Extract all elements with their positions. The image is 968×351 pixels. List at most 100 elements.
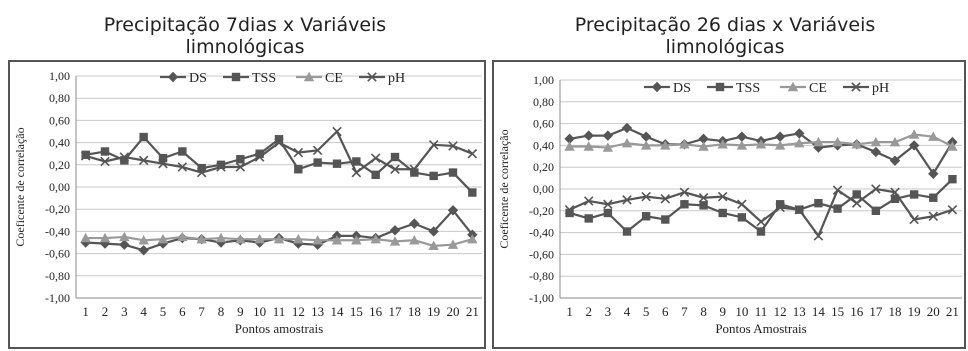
data-point-tss xyxy=(641,212,651,221)
x-tick-label: 3 xyxy=(605,304,612,319)
data-point-ph xyxy=(737,199,747,210)
chart-title-right: Precipitação 26 dias x Variáveis limnoló… xyxy=(574,14,876,58)
data-point-tss xyxy=(139,132,148,142)
data-point-ds xyxy=(583,130,594,141)
data-point-ce xyxy=(717,139,728,149)
data-point-tss xyxy=(699,201,708,210)
data-point-ce xyxy=(235,233,246,244)
data-point-ce xyxy=(947,141,958,151)
data-point-ds xyxy=(889,155,901,166)
data-point-ce xyxy=(293,233,304,244)
data-point-ce xyxy=(273,233,285,244)
x-tick-label: 4 xyxy=(624,304,631,319)
data-point-ph xyxy=(293,147,304,158)
data-point-ph xyxy=(254,152,265,162)
data-point-ph xyxy=(100,156,110,167)
legend-label: DS xyxy=(189,71,207,86)
data-point-tss xyxy=(274,135,284,144)
data-point-ce xyxy=(351,235,362,245)
y-tick-label: -1,00 xyxy=(529,291,554,305)
x-tick-label: 2 xyxy=(102,304,109,319)
legend-label: CE xyxy=(325,71,343,86)
y-tick-label: 0,40 xyxy=(49,136,70,150)
data-point-tss xyxy=(197,163,206,173)
data-point-ph xyxy=(775,202,785,213)
series-ds xyxy=(80,205,478,256)
data-point-ds xyxy=(447,205,459,216)
data-point-tss xyxy=(756,227,766,236)
series-ph xyxy=(80,126,478,178)
legend-label: CE xyxy=(809,81,827,96)
x-tick-label: 21 xyxy=(946,304,959,319)
x-tick-label: 7 xyxy=(681,304,688,319)
y-tick-label: -0,60 xyxy=(529,247,554,261)
data-point-ph xyxy=(428,140,439,150)
x-tick-label: 9 xyxy=(237,304,244,319)
data-point-ph xyxy=(603,199,613,210)
data-point-ce xyxy=(409,235,420,245)
data-point-ce xyxy=(312,235,323,245)
data-point-ce xyxy=(832,136,843,147)
x-tick-label: 9 xyxy=(719,304,726,319)
data-point-ph xyxy=(390,164,400,175)
data-point-ce xyxy=(389,236,401,246)
x-tick-label: 21 xyxy=(466,304,479,319)
y-tick-label: -0,60 xyxy=(45,247,70,261)
chart-frame-left: 1,00 0,80 0,60 0,40 0,20 0,00 -0,20 -0,40 -0,60 -… xyxy=(8,60,486,349)
legend-label: pH xyxy=(872,81,889,96)
y-axis-label: Coeficente de correlação xyxy=(13,127,27,246)
data-point-tss xyxy=(890,194,900,204)
data-point-ce xyxy=(564,141,575,151)
data-point-ce xyxy=(138,235,149,245)
legend-label: DS xyxy=(673,81,691,96)
data-point-tss xyxy=(294,165,303,174)
y-tick-label: -1,00 xyxy=(45,291,70,305)
x-tick-label: 1 xyxy=(82,304,89,319)
legend-item-ce: CE xyxy=(296,71,343,86)
data-point-ce xyxy=(813,136,824,147)
chart-frame-right: 1,00 0,80 0,60 0,40 0,20 0,00 -0,20 -0,40 -0,60 -… xyxy=(492,60,966,349)
series-tss xyxy=(565,174,957,236)
x-tick-label: 5 xyxy=(643,304,650,319)
data-point-tss xyxy=(584,214,593,223)
y-tick-label: 1,00 xyxy=(49,69,70,83)
data-point-ce xyxy=(851,139,862,149)
legend-marker xyxy=(851,82,861,92)
data-point-tss xyxy=(814,198,823,208)
data-point-ph xyxy=(119,152,130,162)
data-point-ph xyxy=(890,187,900,198)
y-tick-label: -0,20 xyxy=(45,202,70,216)
y-tick-label: -0,40 xyxy=(529,226,554,240)
data-point-ce xyxy=(736,140,748,150)
data-point-ph xyxy=(235,162,246,172)
series-ce xyxy=(564,129,958,152)
data-point-ph xyxy=(947,204,958,215)
data-point-ce xyxy=(428,240,439,251)
data-point-tss xyxy=(410,168,419,177)
y-tick-label: 1,00 xyxy=(533,73,554,87)
y-tick-label: -0,20 xyxy=(529,204,554,218)
x-tick-label: 10 xyxy=(253,304,266,319)
y-tick-label: 0,00 xyxy=(49,180,70,194)
data-point-tss xyxy=(565,208,574,218)
legend-label: TSS xyxy=(252,71,276,86)
series-ph xyxy=(564,184,958,241)
data-point-ds xyxy=(409,218,420,229)
data-point-ph xyxy=(698,192,709,203)
data-point-ph xyxy=(312,145,323,156)
data-point-ce xyxy=(602,142,614,152)
legend-item-ce: CE xyxy=(780,81,827,96)
series-ce xyxy=(80,231,478,251)
x-tick-label: 12 xyxy=(292,304,305,319)
x-tick-label: 4 xyxy=(140,304,147,319)
data-point-ph xyxy=(274,137,284,148)
data-point-ph xyxy=(832,185,843,195)
x-tick-label: 8 xyxy=(700,304,707,319)
data-point-tss xyxy=(603,208,613,218)
data-point-ph xyxy=(370,153,381,163)
x-tick-label: 1 xyxy=(566,304,573,319)
data-point-ce xyxy=(370,233,381,244)
data-point-ph xyxy=(138,155,149,166)
legend-item-tss: TSS xyxy=(223,71,276,86)
data-point-ce xyxy=(467,233,478,244)
